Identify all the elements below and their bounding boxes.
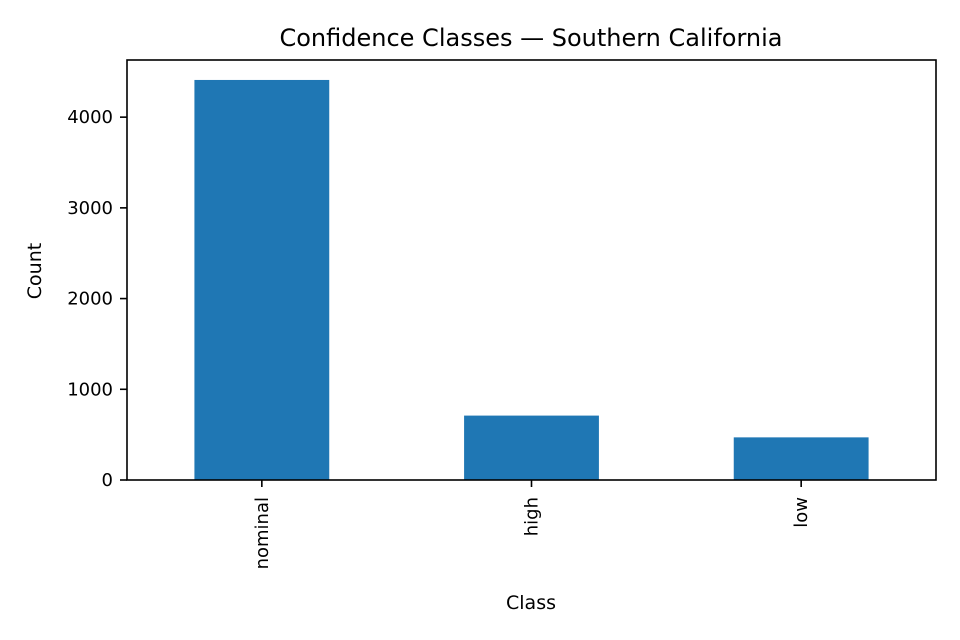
x-axis-ticks: nominal high low xyxy=(252,480,812,569)
bar-nominal xyxy=(194,79,330,481)
bar-low xyxy=(733,437,869,480)
y-tick-label: 1000 xyxy=(67,379,113,400)
x-tick-label: low xyxy=(791,497,812,528)
chart-title: Confidence Classes — Southern California xyxy=(279,24,782,52)
y-axis-label: Count xyxy=(24,243,46,299)
y-tick-label: 0 xyxy=(102,470,113,491)
y-tick-label: 2000 xyxy=(67,289,113,310)
x-tick-label: high xyxy=(522,497,543,536)
y-axis-ticks: 0 1000 2000 3000 4000 xyxy=(67,107,127,491)
x-axis-label: Class xyxy=(506,592,556,614)
bars-group xyxy=(194,79,869,481)
x-tick-label: nominal xyxy=(252,497,273,569)
y-tick-label: 4000 xyxy=(67,107,113,128)
bar-high xyxy=(464,415,599,480)
y-tick-label: 3000 xyxy=(67,198,113,219)
